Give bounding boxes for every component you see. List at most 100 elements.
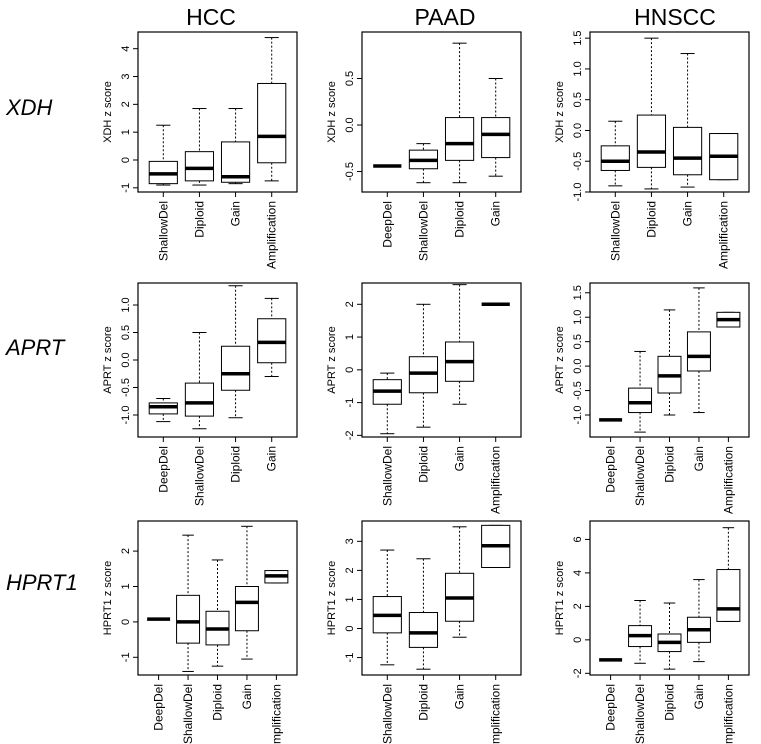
- x-tick-label: ShallowDel: [380, 446, 394, 506]
- x-tick-label: Amplification: [721, 684, 735, 744]
- box-deepdel: [148, 398, 178, 423]
- y-tick-label: 0.0: [120, 352, 132, 367]
- y-tick-label: 4: [572, 570, 584, 576]
- iqr-box: [672, 126, 703, 176]
- column-headers: HCC PAAD HNSCC: [186, 4, 716, 30]
- y-tick-label: 0: [120, 157, 132, 163]
- box-diploid: [220, 285, 251, 419]
- plot-frame: [361, 520, 522, 676]
- panel-hprt1-paad: -1 0 1 2 3 HPRT1 z score ShallowDel Diploid Gain…: [326, 520, 522, 744]
- plot-frame: [361, 31, 522, 193]
- y-axis-label: XDH z score: [102, 81, 114, 143]
- box-shallowdel: [184, 332, 215, 430]
- y-tick-label: 0.5: [120, 325, 132, 340]
- box-shallowdel: [600, 120, 630, 187]
- iqr-box: [686, 331, 711, 372]
- x-tick-label: Amplification: [489, 684, 503, 744]
- iqr-box: [220, 345, 251, 391]
- y-axis-label: XDH z score: [554, 81, 566, 143]
- y-tick-label: 0.0: [572, 123, 584, 138]
- x-tick-label: Gain: [265, 446, 279, 471]
- iqr-box: [184, 382, 215, 417]
- y-axis-label: HPRT1 z score: [102, 561, 114, 635]
- x-tick-label: Gain: [453, 684, 467, 709]
- y-axis-label: APRT z score: [102, 326, 114, 393]
- box-amplification: [716, 311, 741, 328]
- y-tick-label: -1: [120, 183, 132, 193]
- box-shallowdel: [372, 549, 402, 666]
- y-tick-label: 0: [344, 367, 356, 373]
- y-tick-label: 1: [344, 334, 356, 340]
- x-tick-label: Gain: [453, 446, 467, 471]
- x-tick-label: DeepDel: [152, 684, 166, 731]
- panel-xdh-hcc: -1 0 1 2 3 4 XDH z score ShallowDel Diploid Gain A…: [102, 31, 298, 269]
- x-tick-label: ShallowDel: [633, 446, 647, 506]
- y-tick-label: 0: [120, 619, 132, 625]
- box-diploid: [657, 602, 682, 670]
- box-diploid: [636, 37, 667, 190]
- y-tick-label: 1: [344, 596, 356, 602]
- y-tick-label: 0: [572, 637, 584, 643]
- y-tick-label: 2: [572, 603, 584, 609]
- y-tick-label: 1: [120, 129, 132, 135]
- x-tick-label: Diploid: [416, 446, 430, 483]
- panel-aprt-hnscc: -1.0 -0.5 0.0 0.5 1.0 1.5 APRT z score DeepDel S…: [554, 282, 750, 514]
- iqr-box: [628, 387, 653, 414]
- iqr-box: [408, 612, 439, 648]
- box-shallowdel: [408, 143, 439, 184]
- box-amplification: [257, 37, 287, 182]
- iqr-box: [257, 82, 287, 164]
- box-gain: [672, 53, 703, 188]
- panel-hprt1-hnscc: -2 0 2 4 6 HPRT1 z score DeepDel ShallowDel Dipl…: [554, 520, 750, 744]
- y-axis-label: APRT z score: [326, 326, 338, 393]
- box-amplification: [481, 524, 511, 568]
- x-tick-label: Gain: [692, 684, 706, 709]
- x-tick-label: Amplification: [269, 684, 283, 744]
- box-amplification: [264, 570, 289, 584]
- box-diploid: [408, 558, 439, 670]
- y-axis-label: XDH z score: [326, 81, 338, 143]
- box-shallowdel: [372, 372, 402, 435]
- x-tick-label: Diploid: [453, 201, 467, 238]
- y-tick-label: -1: [344, 653, 356, 663]
- box-amplification: [716, 527, 741, 622]
- box-diploid: [205, 559, 230, 667]
- x-tick-label: ShallowDel: [181, 684, 195, 744]
- y-tick-label: 4: [120, 46, 132, 52]
- plot-frame: [361, 282, 522, 438]
- x-tick-label: Diploid: [229, 446, 243, 483]
- column-header-hcc: HCC: [186, 4, 236, 30]
- x-tick-label: Gain: [489, 201, 503, 226]
- y-tick-label: 0.5: [572, 334, 584, 349]
- box-gain: [444, 526, 475, 638]
- y-tick-label: -1.0: [120, 406, 132, 425]
- iqr-box: [444, 117, 475, 161]
- y-tick-label: 0.0: [572, 358, 584, 373]
- y-tick-label: -2: [344, 430, 356, 440]
- box-gain: [444, 284, 475, 405]
- y-axis-label: APRT z score: [554, 326, 566, 393]
- row-labels: XDH APRT HPRT1: [4, 95, 78, 595]
- x-tick-label: Amplification: [717, 201, 731, 269]
- box-shallowdel: [176, 534, 201, 672]
- x-tick-label: Diploid: [663, 446, 677, 483]
- x-tick-label: Diploid: [192, 201, 206, 238]
- y-tick-label: 1.0: [572, 310, 584, 325]
- y-tick-label: -2: [572, 668, 584, 678]
- y-tick-label: -0.5: [344, 162, 356, 181]
- x-tick-label: ShallowDel: [156, 201, 170, 261]
- y-tick-label: -1: [344, 398, 356, 408]
- panel-xdh-paad: -0.5 0.0 0.5 XDH z score DeepDel ShallowDel Di…: [326, 31, 522, 261]
- x-tick-label: Diploid: [416, 684, 430, 721]
- iqr-box: [600, 145, 630, 171]
- iqr-box: [636, 114, 667, 168]
- box-gain: [686, 579, 711, 663]
- x-tick-label: Gain: [681, 201, 695, 226]
- x-tick-label: Diploid: [211, 684, 225, 721]
- y-tick-label: 1.5: [572, 31, 584, 46]
- y-tick-label: 0.0: [344, 117, 356, 132]
- box-shallowdel: [628, 600, 653, 664]
- y-tick-label: -1: [120, 652, 132, 662]
- x-tick-label: Gain: [692, 446, 706, 471]
- y-tick-label: 3: [344, 538, 356, 544]
